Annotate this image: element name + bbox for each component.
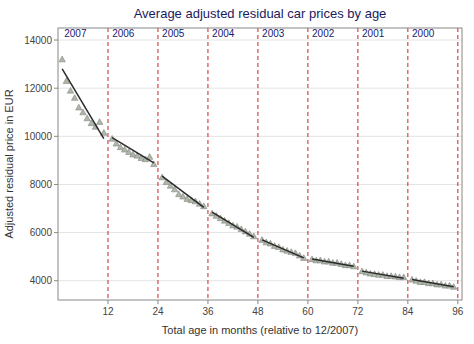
x-axis: 12 24 36 48 60 72 84 96 [102, 300, 463, 317]
reference-line [357, 28, 358, 300]
marks [59, 28, 458, 300]
tick-label: 96 [452, 306, 464, 317]
tick-label: 6000 [30, 227, 53, 238]
title: Average adjusted residual car prices by … [134, 6, 387, 21]
tick [457, 300, 458, 304]
grid-line [58, 136, 462, 137]
annotation: 2003 [262, 28, 285, 39]
tick [257, 300, 258, 304]
trend-line [362, 271, 404, 278]
tick [54, 232, 58, 233]
reference-line [307, 28, 308, 300]
trend-line [62, 69, 104, 139]
reference-line [207, 28, 208, 300]
trend-line [262, 240, 304, 258]
tick-label: 36 [202, 306, 214, 317]
plot-frame [58, 28, 462, 300]
tick-label: 24 [152, 306, 164, 317]
tick-label: 12000 [24, 83, 52, 94]
y-axis-label: Adjusted residual price in EUR [3, 89, 15, 238]
tick [407, 300, 408, 304]
tick-label: 60 [302, 306, 314, 317]
grid-line [58, 184, 462, 185]
tick [54, 280, 58, 281]
annotation: 2004 [212, 28, 235, 39]
y-axis: 4000 6000 8000 10000 12000 14000 [24, 35, 58, 287]
reference-line [457, 28, 458, 300]
reference-line [157, 28, 158, 300]
tick [54, 184, 58, 185]
tick [207, 300, 208, 304]
tick-label: 72 [352, 306, 364, 317]
tick [157, 300, 158, 304]
reference-line [107, 28, 108, 300]
point [76, 104, 82, 110]
annotation: 2006 [112, 28, 135, 39]
trend-line [112, 138, 154, 163]
reference-line [257, 28, 258, 300]
point [59, 56, 65, 62]
x-axis-label: Total age in months (relative to 12/2007… [162, 324, 358, 336]
annotations: 2007 2006 2005 2004 2003 2002 2001 2000 [64, 28, 434, 39]
reference-line [407, 28, 408, 300]
tick-label: 48 [252, 306, 264, 317]
point [176, 191, 182, 197]
grid-line [58, 280, 462, 281]
tick-label: 12 [102, 306, 114, 317]
grid-line [58, 88, 462, 89]
point [80, 109, 86, 115]
annotation: 2001 [362, 28, 385, 39]
point [96, 119, 102, 125]
annotation: 2000 [412, 28, 435, 39]
point [400, 274, 406, 280]
tick-label: 8000 [30, 179, 53, 190]
trend-line [312, 259, 354, 266]
chart: 12 24 36 48 60 72 84 96 4000 6000 8000 10000 12000 14… [0, 0, 474, 344]
tick [54, 40, 58, 41]
tick-label: 14000 [24, 35, 52, 46]
tick-label: 10000 [24, 131, 52, 142]
plot-area [58, 28, 462, 300]
tick-label: 84 [402, 306, 414, 317]
point [117, 144, 123, 150]
tick [357, 300, 358, 304]
tick [307, 300, 308, 304]
point [67, 87, 73, 93]
annotation: 2005 [162, 28, 185, 39]
grid-line [58, 232, 462, 233]
trend-line [412, 280, 454, 287]
trend-line [212, 212, 254, 237]
annotation: 2007 [64, 28, 87, 39]
grid-line [58, 40, 462, 41]
tick [107, 300, 108, 304]
tick-label: 4000 [30, 275, 53, 286]
grid [58, 40, 462, 281]
point [71, 95, 77, 101]
annotation: 2002 [312, 28, 335, 39]
tick [54, 136, 58, 137]
trend-line [162, 176, 204, 207]
tick [54, 88, 58, 89]
